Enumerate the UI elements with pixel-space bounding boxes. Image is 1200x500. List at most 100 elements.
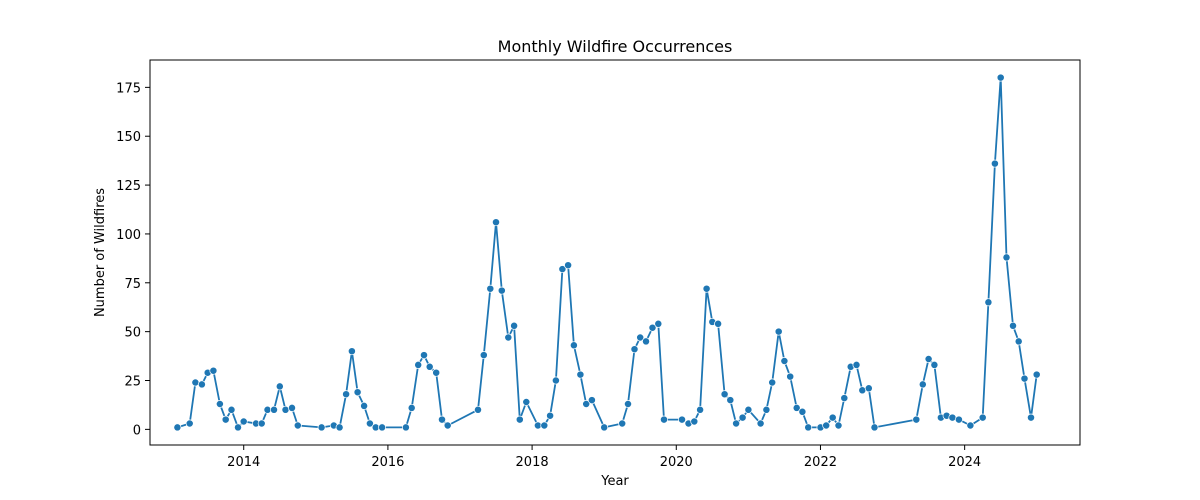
data-point [990, 159, 999, 168]
x-axis: 2014 2016 2018 2020 2022 2024 [227, 445, 981, 470]
data-point [1027, 413, 1035, 422]
data-point [564, 261, 573, 270]
data-point [407, 403, 416, 412]
data-point [275, 382, 284, 391]
data-point [221, 415, 230, 424]
data-point [834, 421, 843, 430]
data-point [546, 411, 555, 420]
data-point [486, 284, 495, 293]
data-point [774, 327, 783, 336]
data-point [1002, 253, 1011, 262]
data-point [624, 400, 632, 408]
data-point [353, 388, 362, 397]
data-point [335, 423, 344, 432]
data-point [768, 378, 777, 387]
x-tick-label: 2018 [516, 455, 549, 470]
x-tick-label: 2022 [804, 455, 837, 470]
data-point [185, 419, 194, 428]
y-axis: 0 25 50 75 100 125 150 175 [116, 81, 150, 438]
x-tick-label: 2024 [948, 455, 981, 470]
data-point [978, 413, 987, 422]
data-point [720, 390, 729, 399]
data-point [762, 405, 771, 414]
data-point [360, 401, 369, 410]
data-point [630, 345, 639, 354]
series-points [173, 73, 1041, 432]
y-tick-label: 100 [116, 228, 141, 243]
data-point [443, 421, 452, 430]
data-point [510, 321, 519, 330]
plot-area-frame [149, 59, 1081, 446]
x-tick-label: 2016 [371, 455, 404, 470]
y-tick-label: 50 [124, 326, 141, 341]
data-point [744, 405, 753, 414]
data-point [678, 415, 686, 424]
data-point [270, 405, 278, 414]
data-point [257, 419, 266, 428]
data-point [1020, 374, 1029, 383]
x-tick-label: 2014 [227, 455, 260, 470]
data-point [263, 405, 272, 414]
data-point [738, 413, 747, 422]
data-point [342, 390, 351, 399]
data-point [966, 421, 975, 430]
data-point [1009, 321, 1017, 330]
data-point [504, 333, 513, 342]
data-point [234, 423, 242, 432]
data-point [576, 370, 585, 379]
data-point [786, 372, 795, 381]
data-point [792, 403, 801, 412]
data-point [984, 298, 993, 307]
data-point [996, 73, 1005, 82]
data-point [425, 362, 434, 371]
data-point [378, 423, 387, 432]
data-point [191, 378, 200, 387]
data-point [858, 386, 867, 395]
data-point [1032, 370, 1041, 379]
data-point [732, 419, 741, 428]
data-point [432, 368, 441, 377]
data-point [215, 400, 224, 408]
data-point [551, 376, 560, 385]
data-point [479, 351, 488, 360]
data-point [870, 423, 879, 432]
data-point [173, 423, 182, 432]
data-point [420, 351, 428, 360]
data-point [654, 319, 663, 328]
data-point [569, 341, 578, 350]
series-line [177, 76, 1038, 429]
data-point [930, 360, 939, 369]
data-point [924, 355, 933, 363]
data-point [600, 423, 609, 432]
y-tick-label: 175 [116, 81, 141, 96]
data-point [522, 398, 531, 406]
data-point [780, 357, 789, 365]
data-point [864, 384, 873, 393]
data-point [239, 417, 248, 426]
data-point [227, 405, 236, 414]
data-point [317, 423, 326, 432]
y-tick-label: 125 [116, 179, 141, 194]
x-axis-title: Year [600, 474, 629, 489]
data-point [798, 407, 807, 416]
data-point [347, 347, 356, 356]
y-tick-label: 75 [124, 277, 141, 292]
data-point [822, 421, 831, 430]
y-tick-label: 150 [116, 130, 141, 145]
data-point [642, 337, 650, 346]
data-point [209, 366, 218, 375]
data-point [714, 319, 723, 328]
data-point [648, 323, 657, 332]
data-point [912, 415, 921, 424]
data-point [492, 218, 500, 227]
data-point [660, 415, 668, 424]
y-tick-label: 25 [124, 375, 141, 390]
x-tick-label: 2020 [660, 455, 693, 470]
data-point [618, 419, 627, 428]
data-point [804, 423, 813, 432]
data-point [587, 396, 596, 405]
data-point [281, 405, 290, 414]
data-point [497, 286, 506, 295]
data-point [702, 284, 711, 293]
